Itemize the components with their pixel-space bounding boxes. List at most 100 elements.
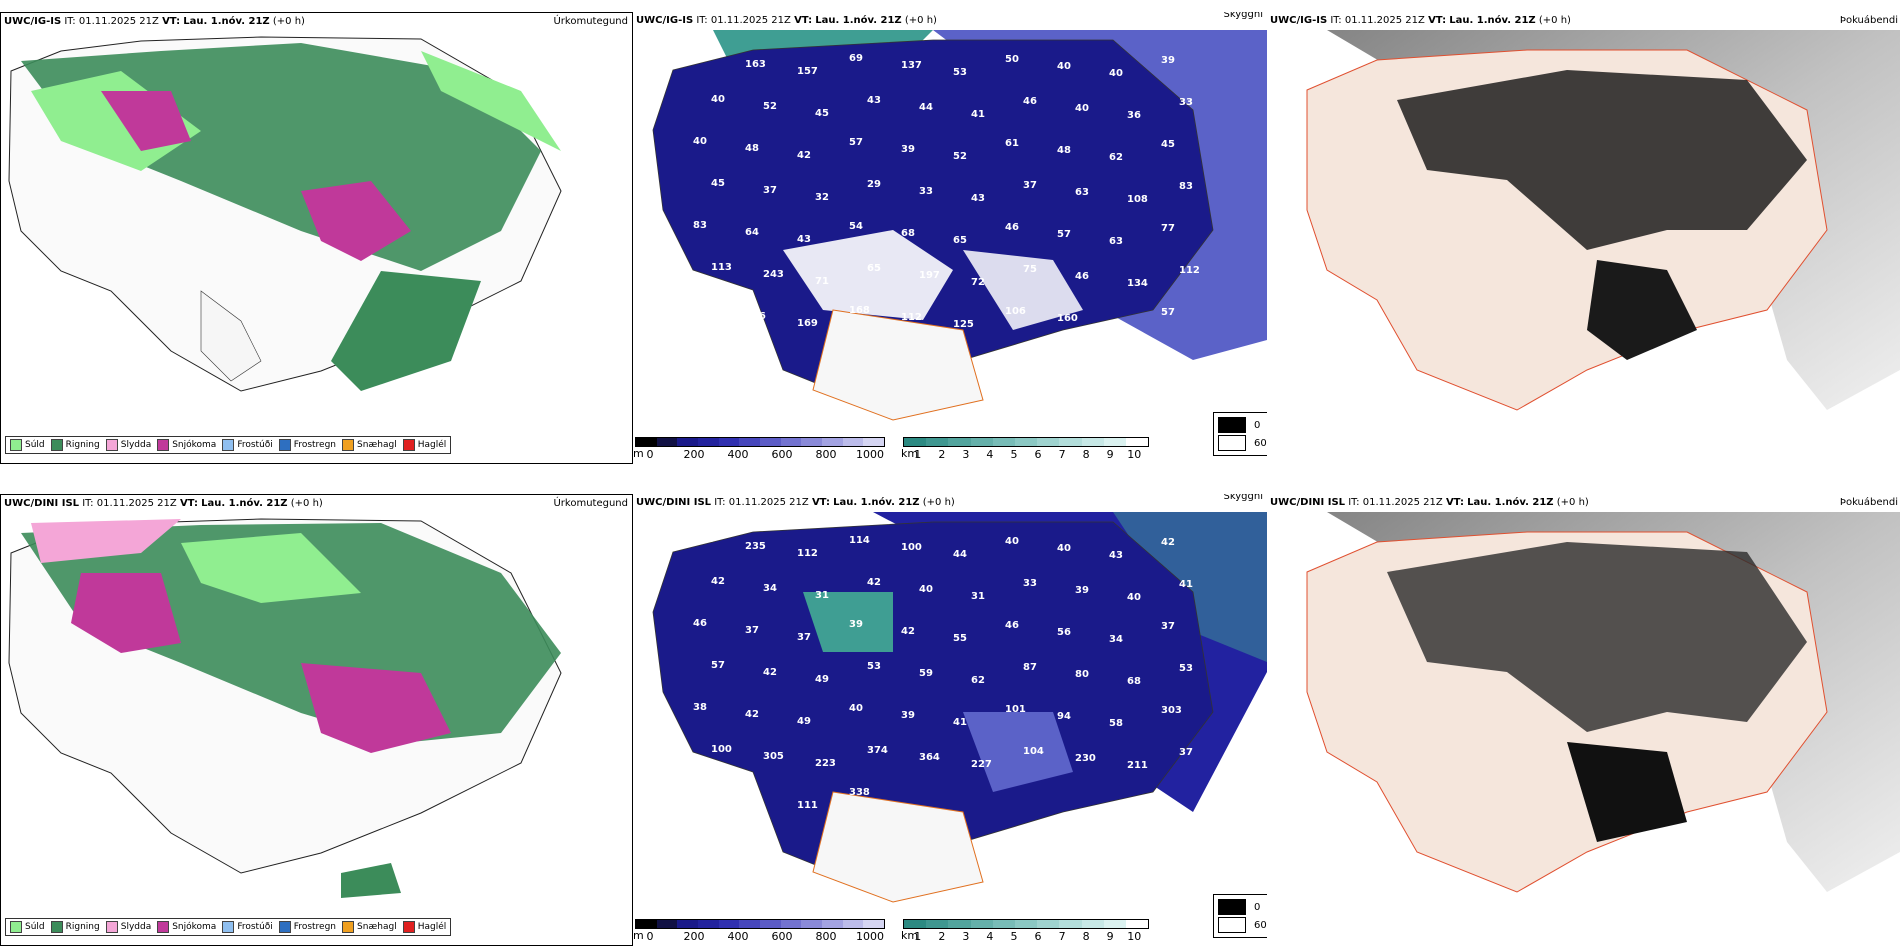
visibility-value: 163	[745, 59, 766, 70]
panel-title: Úrkomutegund	[553, 16, 628, 27]
visibility-value: 37	[1023, 180, 1037, 191]
visibility-value: 42	[867, 577, 881, 588]
precip-type-panel-bottom: UWC/DINI ISL IT: 01.11.2025 21Z VT: Lau.…	[0, 494, 633, 946]
visibility-value: 117	[693, 52, 714, 63]
visibility-value: 62	[1109, 152, 1123, 163]
visibility-value: 57	[711, 660, 725, 671]
visibility-value: 62	[971, 675, 985, 686]
colorbar-tick: 0	[646, 448, 654, 461]
visibility-value: 77	[1161, 223, 1175, 234]
visibility-value: 46	[1005, 222, 1019, 233]
visibility-value: 49	[815, 674, 829, 685]
fog-index-panel-top: UWC/IG-IS IT: 01.11.2025 21Z VT: Lau. 1.…	[1267, 12, 1900, 464]
visibility-value: 101	[1005, 704, 1026, 715]
fog-map	[1267, 30, 1900, 464]
visibility-value: 52	[953, 151, 967, 162]
visibility-value: 46	[693, 618, 707, 629]
colorbar-tick: 5	[1010, 448, 1018, 461]
visibility-value: 48	[745, 143, 759, 154]
colorbar-tick: 1	[914, 930, 922, 943]
visibility-value: 63	[1109, 236, 1123, 247]
visibility-colorbar: 1 2 3 4 5 6 7 8 9 10 km	[901, 437, 1149, 461]
visibility-value: 57	[1161, 307, 1175, 318]
legend-swatch	[50, 921, 63, 933]
visibility-value: 68	[1127, 676, 1141, 687]
visibility-value: 112	[901, 312, 922, 323]
legend-label: Frostúði	[237, 922, 273, 932]
legend-swatch	[402, 921, 415, 933]
legend-swatch	[342, 439, 355, 451]
legend-swatch	[402, 439, 415, 451]
visibility-value: 106	[1005, 306, 1026, 317]
visibility-value: 42	[1161, 537, 1175, 548]
visibility-value: 53	[1179, 663, 1193, 674]
visibility-value: 46	[1075, 271, 1089, 282]
panel-header: UWC/IG-IS IT: 01.11.2025 21Z VT: Lau. 1.…	[633, 12, 1267, 30]
precip-map	[8, 36, 562, 392]
fog-legend-row: 0	[1218, 898, 1267, 916]
colorbar-tick: 6	[1034, 448, 1042, 461]
colorbar-tick: 0	[646, 930, 654, 943]
visibility-value: 31	[971, 591, 985, 602]
visibility-value: 29	[867, 179, 881, 190]
visibility-value: 39	[1075, 585, 1089, 596]
legend-item: Snæhagl	[342, 921, 397, 933]
visibility-value: 114	[693, 534, 714, 545]
visibility-value: 75	[1023, 264, 1037, 275]
visibility-value: 69	[849, 53, 863, 64]
fog-label: 60	[1254, 437, 1267, 449]
fog-index-panel-bottom: UWC/DINI ISL IT: 01.11.2025 21Z VT: Lau.…	[1267, 494, 1900, 946]
panel-title: Þokuábendi	[1839, 15, 1898, 26]
legend-swatch	[105, 439, 118, 451]
visibility-value: 46	[1023, 96, 1037, 107]
legend-item: Frostúði	[222, 439, 273, 451]
visibility-value: 139	[693, 304, 714, 315]
visibility-value: 40	[1057, 61, 1071, 72]
legend-label: Slydda	[120, 922, 152, 932]
visibility-value: 37	[745, 625, 759, 636]
visibility-value: 71	[815, 276, 829, 287]
legend-swatch	[157, 439, 170, 451]
visibility-value: 111	[797, 800, 818, 811]
visibility-value: 56	[1057, 627, 1071, 638]
colorbar-tick: 800	[815, 930, 837, 943]
visibility-value: 41	[1179, 579, 1193, 590]
visibility-value: 63	[763, 353, 777, 364]
colorbar-tick: 4	[986, 930, 994, 943]
panel-title: Skyggni	[1223, 494, 1263, 502]
colorbar-tick: 400	[727, 930, 749, 943]
visibility-value: 57	[1057, 229, 1071, 240]
legend-swatch	[10, 439, 22, 451]
fog-legend-row: 60	[1218, 916, 1267, 934]
visibility-value: 61	[1005, 138, 1019, 149]
legend-item: Slydda	[105, 921, 152, 933]
fog-swatch	[1218, 417, 1246, 433]
colorbar-tick: 200	[683, 448, 705, 461]
panel-title: Úrkomutegund	[553, 498, 628, 509]
visibility-value: 364	[919, 752, 940, 763]
legend-label: Frostregn	[293, 440, 337, 450]
visibility-value: 39	[1161, 55, 1175, 66]
colorbar-tick: 3	[962, 930, 970, 943]
elevation-colorbar: 0 200 400 600 800 1000 m	[633, 919, 885, 943]
legend-label: Súld	[25, 922, 45, 932]
legend-swatch	[222, 439, 235, 451]
visibility-value: 68	[901, 228, 915, 239]
legend-label: Haglél	[417, 922, 447, 932]
visibility-value: 40	[1005, 536, 1019, 547]
precip-legend: Súld Rigning Slydda Snjókoma Frostúði Frostre…	[5, 918, 452, 936]
visibility-value: 100	[901, 542, 922, 553]
legend-item: Frostregn	[278, 439, 337, 451]
visibility-value: 230	[1075, 753, 1096, 764]
legend-label: Frostregn	[293, 922, 337, 932]
fog-swatch	[1218, 899, 1246, 915]
elevation-visibility-panel-top: UWC/IG-IS IT: 01.11.2025 21Z VT: Lau. 1.…	[633, 12, 1267, 464]
numbers-layer: 114 235 112 114 100 44 40 40 43 42 42 34 31 42 40 31 33 3…	[693, 534, 1193, 811]
visibility-value: 45	[1161, 139, 1175, 150]
precip-type-panel-top: UWC/IG-IS IT: 01.11.2025 21Z VT: Lau. 1.…	[0, 12, 633, 464]
visibility-value: 53	[693, 786, 707, 797]
elevation-colorbar: 0 200 400 600 800 1000 m	[633, 437, 885, 461]
colorbar-tick: 8	[1082, 448, 1090, 461]
visibility-value: 45	[711, 178, 725, 189]
visibility-value: 104	[1023, 746, 1044, 757]
